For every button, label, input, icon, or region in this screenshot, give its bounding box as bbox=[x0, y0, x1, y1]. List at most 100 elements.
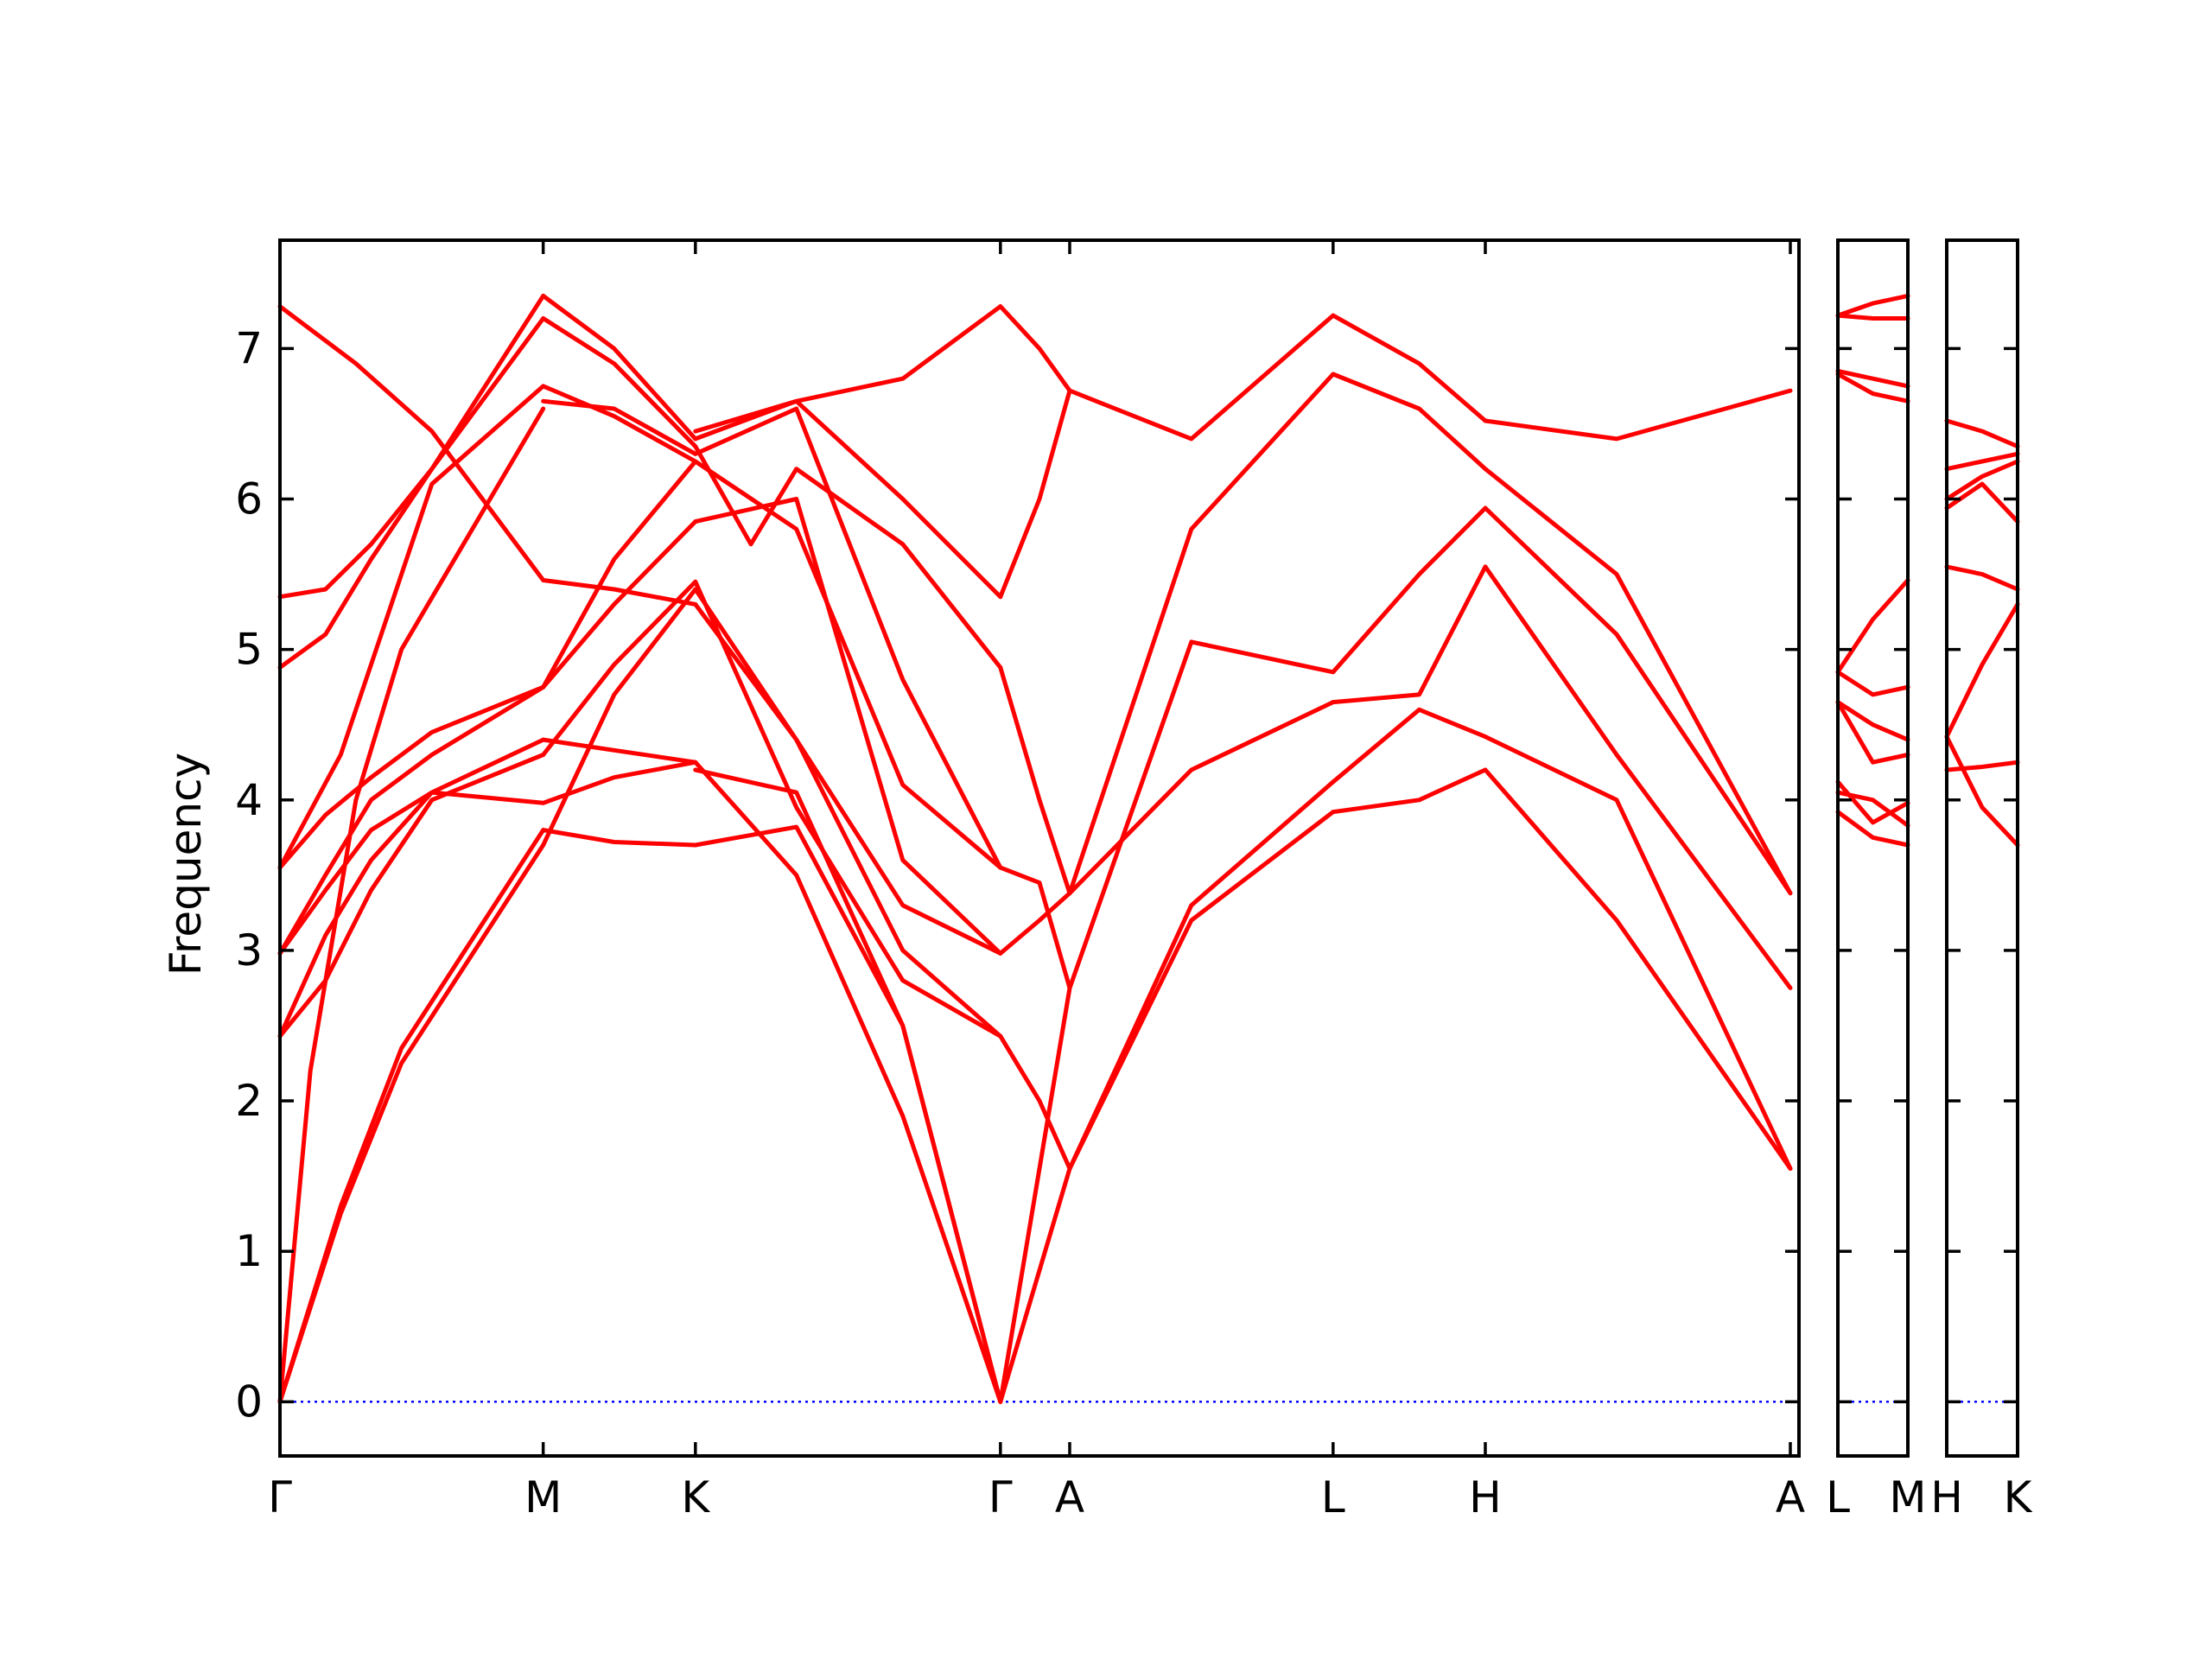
band-segment-46 bbox=[1067, 779, 1336, 1171]
band-segment-48 bbox=[1067, 700, 1336, 896]
band-segment-3 bbox=[1944, 601, 2020, 740]
band-segment-50 bbox=[1067, 313, 1336, 442]
band-segment-47 bbox=[1067, 639, 1336, 990]
band-segment-53 bbox=[1331, 564, 1488, 705]
band-segment-5 bbox=[1835, 700, 1910, 742]
band-segment-52 bbox=[1331, 707, 1488, 785]
x-tick-label: A bbox=[1776, 1472, 1805, 1522]
x-tick-label: K bbox=[681, 1472, 710, 1522]
band-segment-40 bbox=[998, 891, 1072, 956]
x-tick-label: L bbox=[1826, 1472, 1850, 1522]
x-tick-label: Γ bbox=[988, 1472, 1013, 1522]
band-segment-45 bbox=[1067, 810, 1336, 1171]
x-tick-label: Γ bbox=[268, 1472, 292, 1522]
band-segment-55 bbox=[1331, 372, 1488, 472]
band-segment-7 bbox=[277, 684, 546, 956]
band-segment-34 bbox=[693, 444, 1003, 670]
band-segment-59 bbox=[1483, 564, 1793, 990]
y-axis-label: Frequency bbox=[161, 753, 211, 976]
band-segment-26 bbox=[693, 760, 1003, 1404]
band-segment-11 bbox=[1835, 293, 1910, 318]
x-tick-label: H bbox=[1930, 1472, 1963, 1522]
y-tick-label: 3 bbox=[235, 925, 263, 976]
band-segment-36 bbox=[693, 304, 1003, 434]
band-segment-32 bbox=[693, 459, 1003, 870]
band-segment-49 bbox=[1067, 372, 1336, 896]
band-segment-27 bbox=[693, 767, 1003, 1404]
y-tick-label: 7 bbox=[235, 323, 263, 373]
band-segment-2 bbox=[277, 828, 546, 1404]
band-segment-12 bbox=[277, 304, 546, 582]
band-segment-30 bbox=[693, 601, 1003, 956]
band-segment-38 bbox=[998, 985, 1072, 1404]
band-segment-4 bbox=[1835, 700, 1910, 765]
band-segment-43 bbox=[998, 388, 1072, 600]
band-segment-23 bbox=[541, 316, 698, 449]
band-segment-1 bbox=[1944, 734, 2020, 848]
x-tick-label: M bbox=[1889, 1472, 1926, 1522]
band-segment-4 bbox=[277, 753, 546, 1039]
y-tick-label: 0 bbox=[235, 1376, 263, 1427]
x-tick-label: K bbox=[2004, 1472, 2033, 1522]
band-segment-41 bbox=[998, 865, 1072, 990]
band-segment-6 bbox=[1835, 670, 1910, 697]
band-segment-6 bbox=[1944, 459, 2020, 501]
band-segment-9 bbox=[277, 384, 546, 870]
band-segment-10 bbox=[1835, 313, 1910, 321]
band-segment-8 bbox=[1835, 372, 1910, 404]
band-segment-62 bbox=[1483, 388, 1793, 442]
band-segment-39 bbox=[998, 1033, 1072, 1171]
y-tick-label: 1 bbox=[235, 1226, 263, 1276]
band-segment-31 bbox=[693, 497, 1003, 956]
panel-frame bbox=[1836, 238, 1910, 1458]
band-segment-56 bbox=[1331, 313, 1488, 423]
band-segment-42 bbox=[998, 665, 1072, 896]
band-segment-51 bbox=[1331, 767, 1488, 815]
x-tick-label: A bbox=[1055, 1472, 1084, 1522]
band-segment-13 bbox=[541, 587, 698, 848]
band-segment-20 bbox=[541, 578, 698, 607]
band-segment-2 bbox=[1944, 760, 2020, 772]
band-segment-57 bbox=[1483, 767, 1793, 1171]
x-tick-label: H bbox=[1469, 1472, 1502, 1522]
band-segment-17 bbox=[541, 737, 698, 765]
panel-frame bbox=[1945, 238, 2019, 1458]
band-segment-4 bbox=[1944, 564, 2020, 592]
band-segment-5 bbox=[1944, 481, 2020, 524]
band-segment-8 bbox=[1944, 418, 2020, 449]
band-segment-10 bbox=[277, 316, 546, 670]
band-segment-7 bbox=[1944, 451, 2020, 472]
band-segment-9 bbox=[1835, 369, 1910, 389]
band-segment-54 bbox=[1331, 505, 1488, 675]
x-tick-label: M bbox=[524, 1472, 562, 1522]
band-segment-61 bbox=[1483, 467, 1793, 896]
band-segment-1 bbox=[277, 842, 546, 1404]
band-segment-14 bbox=[541, 828, 698, 848]
band-segment-29 bbox=[693, 587, 1003, 1039]
band-segment-5 bbox=[277, 737, 546, 1039]
panel-frame bbox=[278, 238, 1801, 1458]
band-segment-1 bbox=[1835, 810, 1910, 848]
band-segment-25 bbox=[693, 824, 1003, 1404]
band-segment-3 bbox=[1835, 779, 1910, 825]
band-segment-11 bbox=[277, 293, 546, 600]
band-segment-60 bbox=[1483, 505, 1793, 896]
band-segment-18 bbox=[541, 519, 698, 690]
band-segment-19 bbox=[541, 459, 698, 690]
band-segment-7 bbox=[1835, 578, 1910, 675]
band-segment-16 bbox=[541, 579, 698, 757]
band-segment-8 bbox=[277, 684, 546, 870]
y-tick-label: 5 bbox=[235, 625, 263, 675]
band-segment-44 bbox=[998, 304, 1072, 393]
x-tick-label: L bbox=[1321, 1472, 1345, 1522]
y-tick-label: 4 bbox=[235, 775, 263, 825]
band-segment-35 bbox=[693, 398, 1003, 600]
band-segment-37 bbox=[998, 1166, 1072, 1404]
band-segment-21 bbox=[541, 398, 698, 456]
y-tick-label: 6 bbox=[235, 474, 263, 524]
